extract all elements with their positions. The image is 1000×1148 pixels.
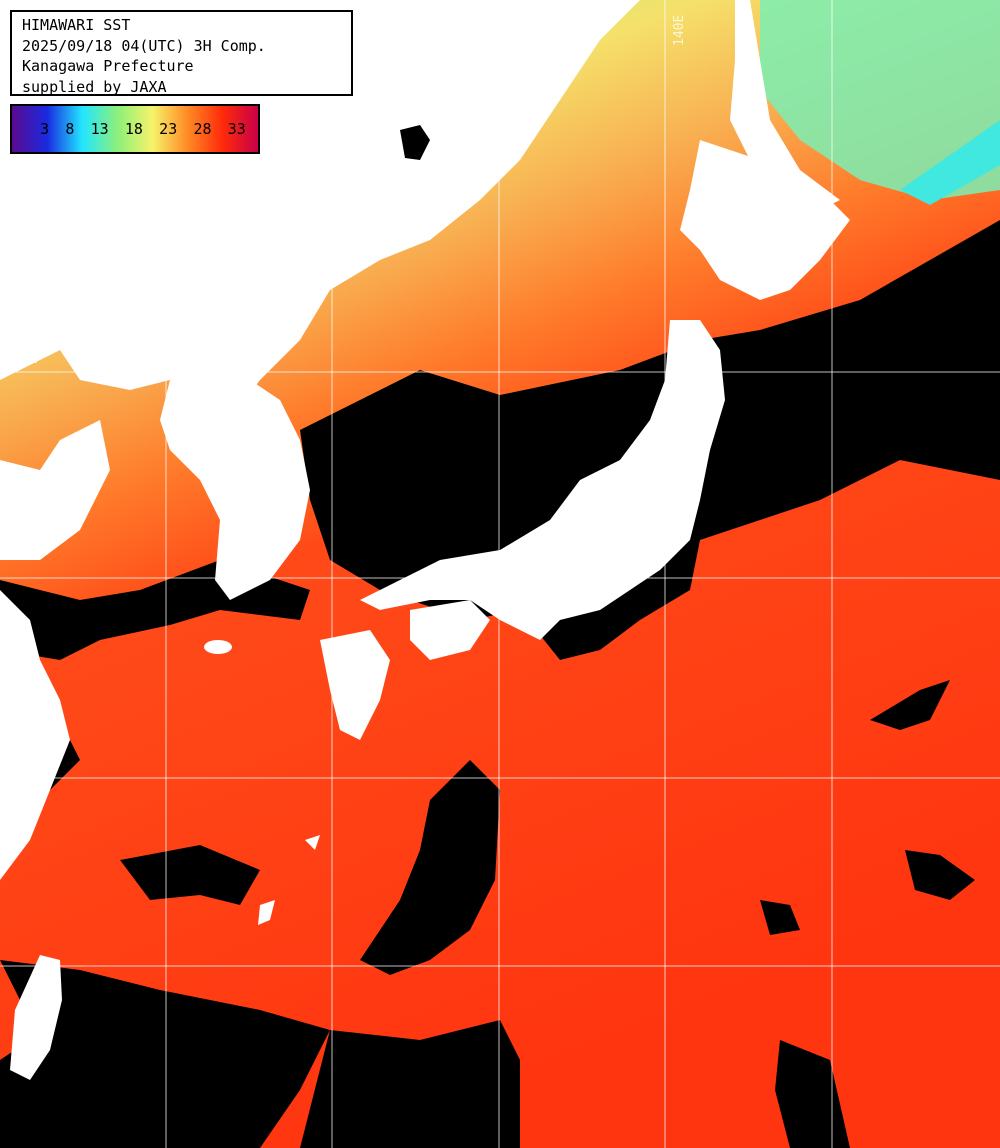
sst-cyan-streak (900, 120, 1000, 205)
map-region: Kanagawa Prefecture (22, 57, 194, 75)
lat-label-40n: 40N (14, 352, 38, 367)
lon-label-140e: 140E (672, 14, 687, 46)
lat-label-30n: 30N (16, 758, 40, 773)
colorbar-tick-2: 13 (90, 120, 109, 138)
info-box: HIMAWARI SST 2025/09/18 04(UTC) 3H Comp.… (10, 10, 353, 96)
land-honshu (360, 320, 725, 640)
sst-cold-patch (760, 0, 1000, 200)
map-datetime: 2025/09/18 04(UTC) 3H Comp. (22, 36, 266, 55)
colorbar-tick-1: 8 (65, 120, 75, 138)
land-kyushu (320, 630, 390, 740)
land-hokkaido (680, 140, 850, 300)
land-china-south (0, 590, 70, 880)
colorbar-tick-0: 3 (40, 120, 50, 138)
colorbar-tick-4: 23 (159, 120, 178, 138)
land-korean-peninsula (160, 380, 310, 600)
map-title: HIMAWARI SST (22, 16, 131, 34)
colorbar-tick-5: 28 (193, 120, 212, 138)
island-black-blob (400, 125, 430, 160)
colorbar-tick-6: 33 (227, 120, 246, 138)
land-shikoku (410, 600, 490, 660)
sst-colorbar: 3 8 13 18 23 28 33 (10, 104, 260, 154)
land-taiwan (10, 955, 62, 1080)
land-china-coast (0, 420, 110, 560)
land-ryukyu (258, 900, 275, 925)
map-credit: supplied by JAXA (22, 77, 167, 96)
land-jeju (204, 640, 232, 654)
colorbar-tick-3: 18 (124, 120, 143, 138)
